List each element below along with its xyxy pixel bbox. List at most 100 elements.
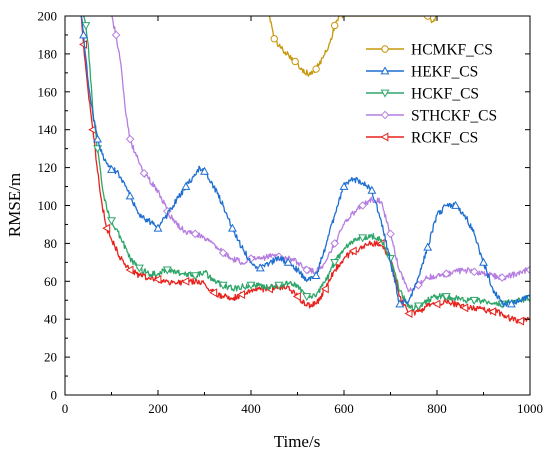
y-tick-label: 140	[38, 122, 58, 137]
data-point-hekf-cs	[451, 200, 461, 209]
data-point-sthckf-cs	[525, 265, 530, 275]
legend-marker-rckf-cs	[380, 132, 389, 142]
x-tick-label: 1000	[517, 401, 543, 416]
data-point-hekf-cs	[107, 164, 116, 173]
data-point-hckf-cs	[469, 296, 479, 305]
axes-layer: 0 200 400 600 800 1000 0 20 40 60 80 100 120 140 160 18…	[38, 9, 544, 417]
data-point-sthckf-cs	[190, 229, 200, 239]
data-point-hckf-cs	[218, 281, 228, 290]
data-point-hekf-cs	[227, 223, 237, 232]
data-point-hckf-cs	[162, 266, 172, 275]
legend-marker-hckf-cs	[380, 89, 390, 98]
data-point-rckf-cs	[460, 303, 469, 313]
data-point-sthckf-cs	[125, 134, 135, 144]
y-tick-label: 60	[44, 274, 57, 289]
data-point-sthckf-cs	[139, 168, 149, 178]
x-axis-label: Time/s	[274, 432, 321, 451]
data-point-hekf-cs	[125, 191, 135, 200]
data-point-sthckf-cs	[218, 248, 228, 258]
legend-item-hckf-cs: HCKF_CS	[366, 86, 479, 103]
data-point-hcmkf-cs	[331, 21, 339, 30]
legend-item-hcmkf-cs: HCMKF_CS	[366, 42, 493, 59]
y-tick-label: 100	[38, 198, 58, 213]
y-tick-label: 0	[51, 388, 58, 403]
data-point-hekf-cs	[339, 181, 349, 190]
data-point-sthckf-cs	[469, 267, 479, 277]
data-point-hckf-cs	[386, 255, 395, 264]
legend-label-hckf-cs: HCKF_CS	[411, 86, 479, 103]
data-point-rckf-cs	[516, 316, 525, 326]
y-tick-label: 120	[38, 160, 58, 175]
data-point-hckf-cs	[302, 293, 312, 302]
data-point-hckf-cs	[274, 281, 284, 290]
legend: HCMKF_CS HEKF_CS HCKF_CS STHCKF_CS RCKF_CS	[366, 42, 497, 147]
data-point-hckf-cs	[358, 234, 368, 243]
legend-label-hekf-cs: HEKF_CS	[411, 64, 478, 81]
data-point-hekf-cs	[181, 181, 191, 190]
data-point-hckf-cs	[81, 22, 91, 31]
series-hcmkf-cs	[268, 16, 437, 77]
data-point-rckf-cs	[125, 265, 134, 275]
data-point-hekf-cs	[93, 134, 102, 143]
data-point-rckf-cs	[404, 309, 413, 318]
data-point-hckf-cs	[441, 293, 451, 302]
legend-item-hekf-cs: HEKF_CS	[366, 64, 478, 81]
data-point-hekf-cs	[255, 263, 265, 272]
data-point-sthckf-cs	[330, 239, 340, 248]
y-tick-label: 20	[44, 350, 57, 365]
data-point-rckf-cs	[488, 307, 497, 317]
y-tick-label: 180	[38, 46, 58, 61]
data-point-hekf-cs	[200, 166, 209, 175]
data-point-hcmkf-cs	[312, 65, 320, 73]
data-point-hekf-cs	[395, 299, 405, 308]
x-tick-label: 0	[62, 401, 69, 416]
data-point-hekf-cs	[479, 257, 488, 266]
x-tick-label: 400	[241, 401, 261, 416]
y-axis-label: RMSE/m	[5, 173, 24, 237]
data-point-hekf-cs	[79, 30, 89, 39]
data-point-sthckf-cs	[358, 201, 367, 210]
legend-label-sthckf-cs: STHCKF_CS	[411, 108, 497, 125]
data-point-sthckf-cs	[441, 269, 451, 279]
series-hckf-cs	[81, 16, 530, 311]
data-point-hekf-cs	[311, 270, 321, 279]
series-line-sthckf-cs	[110, 16, 530, 293]
series-line-hekf-cs	[80, 16, 530, 308]
data-point-hckf-cs	[246, 281, 256, 290]
series-layer	[78, 16, 530, 326]
data-point-hekf-cs	[153, 223, 163, 232]
data-point-rckf-cs	[348, 246, 357, 256]
legend-marker-sthckf-cs	[380, 110, 390, 120]
data-point-hekf-cs	[423, 242, 433, 251]
data-point-rckf-cs	[237, 290, 246, 300]
data-point-hekf-cs	[283, 257, 293, 266]
data-point-hcmkf-cs	[291, 57, 299, 66]
data-point-hekf-cs	[367, 185, 377, 194]
legend-label-rckf-cs: RCKF_CS	[411, 130, 478, 147]
legend-marker-hcmkf-cs	[381, 45, 389, 53]
y-tick-label: 200	[38, 9, 58, 24]
x-tick-label: 800	[427, 401, 447, 416]
data-point-rckf-cs	[181, 276, 190, 286]
data-point-rckf-cs	[320, 284, 329, 294]
data-point-hckf-cs	[330, 258, 340, 267]
data-point-sthckf-cs	[497, 273, 507, 282]
data-point-rckf-cs	[153, 274, 162, 284]
data-point-hckf-cs	[413, 302, 423, 311]
x-tick-label: 200	[148, 401, 168, 416]
y-tick-label: 80	[44, 236, 57, 251]
data-point-sthckf-cs	[386, 229, 395, 239]
series-line-hcmkf-cs	[268, 16, 437, 77]
legend-item-sthckf-cs: STHCKF_CS	[366, 108, 497, 125]
series-hekf-cs	[79, 16, 530, 308]
legend-label-hcmkf-cs: HCMKF_CS	[411, 42, 493, 59]
series-rckf-cs	[78, 16, 530, 326]
data-point-sthckf-cs	[111, 30, 121, 40]
x-tick-label: 600	[334, 401, 354, 416]
data-point-hckf-cs	[107, 217, 116, 226]
data-point-hckf-cs	[134, 264, 144, 273]
series-sthckf-cs	[110, 16, 530, 293]
data-point-sthckf-cs	[302, 265, 312, 275]
